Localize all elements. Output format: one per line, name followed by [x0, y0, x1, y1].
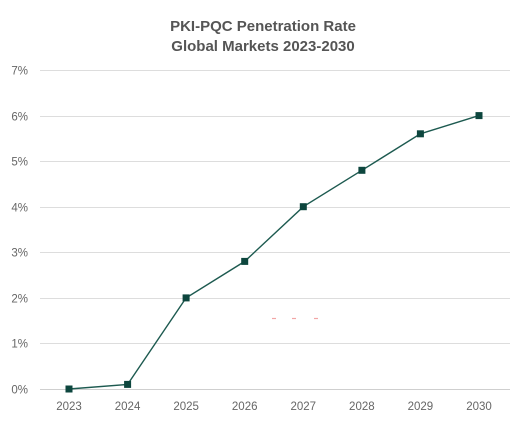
y-tick-label: 3%: [11, 248, 28, 260]
data-point-marker: [241, 257, 249, 265]
data-point-marker: [65, 385, 73, 393]
y-tick-label: 4%: [11, 203, 28, 215]
x-axis-ticks: 2023 2024 2025 2026 2027 2028 2029 2030: [56, 401, 492, 413]
x-tick-label: 2026: [232, 401, 258, 413]
gridlines: [40, 70, 510, 390]
chart-subtitle: Global Markets 2023-2030: [171, 38, 354, 55]
y-tick-label: 6%: [11, 112, 28, 124]
chart-title: PKI-PQC Penetration Rate: [170, 18, 356, 35]
y-tick-label: 5%: [11, 157, 28, 169]
data-point-marker: [475, 112, 483, 120]
x-tick-label: 2028: [349, 401, 375, 413]
data-point-marker: [124, 380, 132, 388]
x-tick-label: 2027: [290, 401, 316, 413]
data-point-marker: [358, 166, 366, 174]
x-tick-label: 2025: [173, 401, 199, 413]
data-point-marker: [182, 294, 190, 302]
y-tick-label: 2%: [11, 294, 28, 306]
x-tick-label: 2024: [115, 401, 141, 413]
x-tick-label: 2029: [408, 401, 434, 413]
y-tick-label: 1%: [11, 339, 28, 351]
data-point-marker: [416, 130, 424, 138]
series-layer: [65, 112, 483, 393]
series-line: [68, 114, 480, 390]
y-tick-label: 0%: [11, 385, 28, 397]
x-tick-label: 2023: [56, 401, 82, 413]
y-axis-ticks: 0% 1% 2% 3% 4% 5% 6% 7%: [11, 66, 28, 397]
x-tick-label: 2030: [466, 401, 492, 413]
y-tick-label: 7%: [11, 66, 28, 78]
data-point-marker: [299, 203, 307, 211]
